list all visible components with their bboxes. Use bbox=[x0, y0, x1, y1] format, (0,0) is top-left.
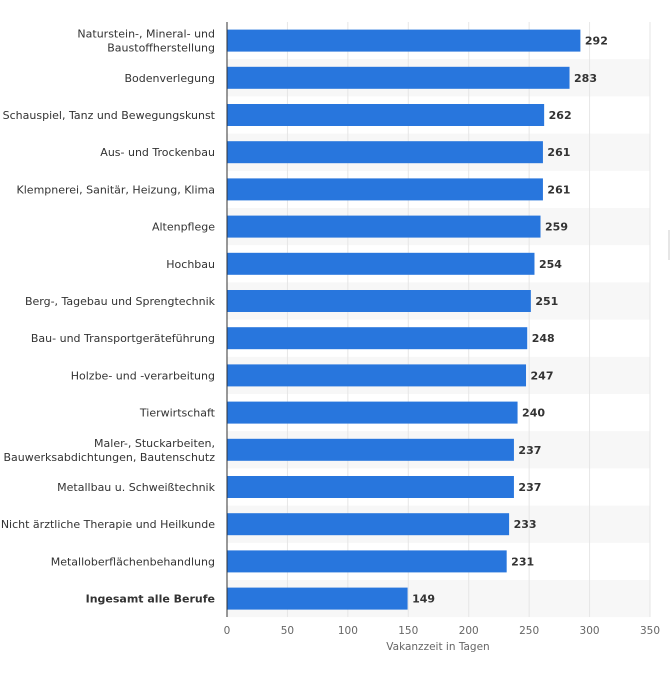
category-label: Klempnerei, Sanitär, Heizung, Klima bbox=[17, 183, 215, 196]
category-labels: Naturstein-, Mineral- und Baustoffherstel… bbox=[1, 28, 216, 606]
category-label: Naturstein-, Mineral- und Baustoffherstel… bbox=[77, 28, 215, 55]
category-label-line: Aus- und Trockenbau bbox=[100, 146, 215, 159]
category-label-line: Maler-, Stuckarbeiten, bbox=[94, 437, 215, 450]
data-label: 237 bbox=[518, 444, 541, 457]
x-tick-label: 150 bbox=[398, 625, 418, 637]
x-tick-label: 300 bbox=[580, 625, 600, 637]
category-label: Metallbau u. Schweißtechnik bbox=[57, 481, 215, 494]
data-label: 292 bbox=[585, 35, 608, 48]
category-label-line: Klempnerei, Sanitär, Heizung, Klima bbox=[17, 183, 215, 196]
x-tick-label: 0 bbox=[224, 625, 231, 637]
x-tick-label: 100 bbox=[338, 625, 358, 637]
bar bbox=[227, 178, 543, 201]
category-label: Bau- und Transportgeräteführung bbox=[31, 332, 215, 345]
bars bbox=[227, 29, 581, 610]
bar bbox=[227, 29, 581, 52]
category-label-line: Bau- und Transportgeräteführung bbox=[31, 332, 215, 345]
bar bbox=[227, 327, 528, 350]
data-label: 261 bbox=[547, 183, 570, 196]
panel-edge bbox=[668, 230, 670, 260]
category-label: Aus- und Trockenbau bbox=[100, 146, 215, 159]
x-tick-label: 50 bbox=[281, 625, 294, 637]
x-axis-title: Vakanzzeit in Tagen bbox=[386, 641, 489, 653]
data-label: 237 bbox=[518, 481, 541, 494]
data-label: 261 bbox=[547, 146, 570, 159]
bar bbox=[227, 364, 527, 387]
bar bbox=[227, 513, 510, 536]
category-label-line: Bauwerksabdichtungen, Bautenschutz bbox=[3, 451, 215, 464]
category-label: Tierwirtschaft bbox=[139, 407, 216, 420]
x-tick-labels: 0 50 100 150 200 250 300 350 bbox=[224, 625, 660, 637]
category-label-line: Schauspiel, Tanz und Bewegungskunst bbox=[3, 109, 216, 122]
x-tick-label: 250 bbox=[519, 625, 539, 637]
bar bbox=[227, 215, 541, 238]
category-label: Ingesamt alle Berufe bbox=[86, 593, 215, 606]
data-label: 251 bbox=[535, 295, 558, 308]
bar bbox=[227, 290, 531, 312]
category-label: Bodenverlegung bbox=[124, 72, 215, 85]
data-label: 233 bbox=[514, 518, 537, 531]
data-label: 247 bbox=[531, 369, 554, 382]
value-labels: 292 283 262 261 261 259 254 251 248 247 240 237 237 2… bbox=[412, 35, 608, 606]
x-tick-label: 350 bbox=[640, 625, 660, 637]
data-label: 149 bbox=[412, 593, 435, 606]
bar bbox=[227, 141, 543, 164]
category-label-line: Bodenverlegung bbox=[124, 72, 215, 85]
category-label: Hochbau bbox=[166, 258, 215, 271]
category-label-line: Metallbau u. Schweißtechnik bbox=[57, 481, 215, 494]
category-label: Berg-, Tagebau und Sprengtechnik bbox=[25, 295, 216, 308]
category-label-line: Ingesamt alle Berufe bbox=[86, 593, 215, 606]
bar bbox=[227, 587, 408, 610]
category-label: Holzbe- und -verarbeitung bbox=[71, 369, 215, 382]
category-label: Altenpflege bbox=[152, 221, 215, 234]
category-label: Metalloberflächenbehandlung bbox=[51, 555, 215, 568]
category-label-line: Nicht ärztliche Therapie und Heilkunde bbox=[1, 518, 215, 531]
data-label: 240 bbox=[522, 407, 545, 420]
x-tick-label: 200 bbox=[459, 625, 479, 637]
category-label: Schauspiel, Tanz und Bewegungskunst bbox=[3, 109, 216, 122]
category-label-line: Metalloberflächenbehandlung bbox=[51, 555, 215, 568]
data-label: 254 bbox=[539, 258, 562, 271]
bar bbox=[227, 401, 518, 424]
data-label: 262 bbox=[549, 109, 572, 122]
category-label-line: Hochbau bbox=[166, 258, 215, 271]
category-label: Nicht ärztliche Therapie und Heilkunde bbox=[1, 518, 215, 531]
category-label-line: Tierwirtschaft bbox=[139, 407, 216, 420]
bar bbox=[227, 476, 514, 498]
category-label-line: Berg-, Tagebau und Sprengtechnik bbox=[25, 295, 216, 308]
bar bbox=[227, 550, 507, 573]
data-label: 283 bbox=[574, 72, 597, 85]
data-label: 231 bbox=[511, 555, 534, 568]
category-label-line: Holzbe- und -verarbeitung bbox=[71, 369, 215, 382]
bar bbox=[227, 252, 535, 275]
bar bbox=[227, 66, 570, 89]
category-label: Maler-, Stuckarbeiten, Bauwerksabdichtung… bbox=[3, 437, 215, 464]
bar bbox=[227, 438, 514, 461]
bar bbox=[227, 104, 545, 126]
category-label-line: Altenpflege bbox=[152, 221, 215, 234]
category-label-line: Baustoffherstellung bbox=[107, 42, 215, 55]
data-label: 248 bbox=[532, 332, 555, 345]
category-label-line: Naturstein-, Mineral- und bbox=[77, 28, 215, 41]
data-label: 259 bbox=[545, 221, 568, 234]
